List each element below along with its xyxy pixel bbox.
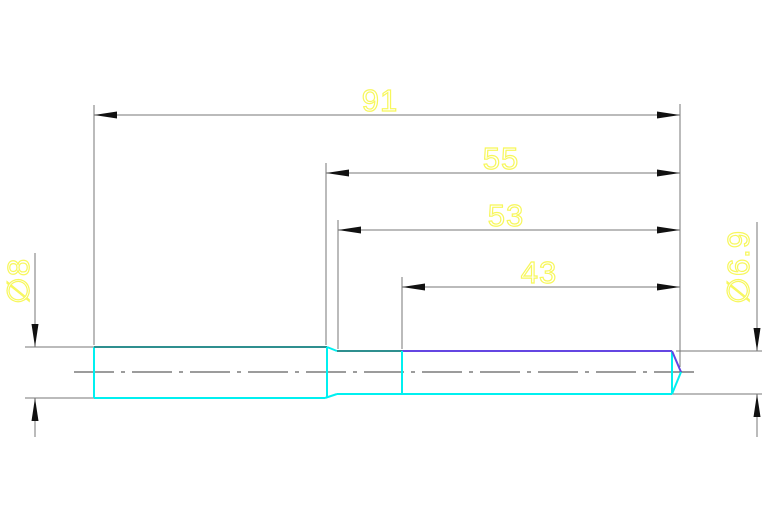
dimension-55[interactable]: 55: [325, 140, 680, 345]
arrowhead-down-icon: [31, 324, 39, 347]
arrowhead-right-icon: [657, 226, 680, 234]
arrowhead-left-icon: [94, 111, 117, 119]
dimension-label[interactable]: ∅8: [0, 257, 36, 304]
dimension-53[interactable]: 53: [337, 197, 680, 349]
dimension-dia6-9[interactable]: ∅6.9: [672, 222, 762, 437]
dimension-43[interactable]: 43: [401, 254, 680, 349]
arrowhead-up-icon: [31, 398, 39, 421]
dimension-label[interactable]: 53: [487, 197, 524, 233]
arrowhead-right-icon: [657, 283, 680, 291]
dimension-label[interactable]: 91: [361, 82, 398, 118]
dimension-dia8[interactable]: ∅8: [0, 253, 94, 437]
arrowhead-left-icon: [338, 226, 361, 234]
arrowhead-left-icon: [326, 169, 349, 177]
arrowhead-down-icon: [753, 328, 761, 351]
part-edge-taper-top[interactable]: [326, 346, 338, 352]
arrowhead-right-icon: [657, 111, 680, 119]
dimension-label[interactable]: 55: [482, 140, 519, 176]
dimension-label[interactable]: 43: [520, 254, 557, 290]
part-edge-taper-bottom[interactable]: [324, 393, 338, 399]
part-edge-tip-bottom[interactable]: [671, 371, 682, 395]
part-edge-tip-top[interactable]: [671, 350, 682, 373]
dimension-label[interactable]: ∅6.9: [720, 229, 756, 304]
dimension-91[interactable]: 91: [93, 82, 680, 345]
arrowhead-up-icon: [753, 394, 761, 417]
part-outline[interactable]: [93, 346, 682, 399]
arrowhead-left-icon: [402, 283, 425, 291]
arrowhead-right-icon: [657, 169, 680, 177]
